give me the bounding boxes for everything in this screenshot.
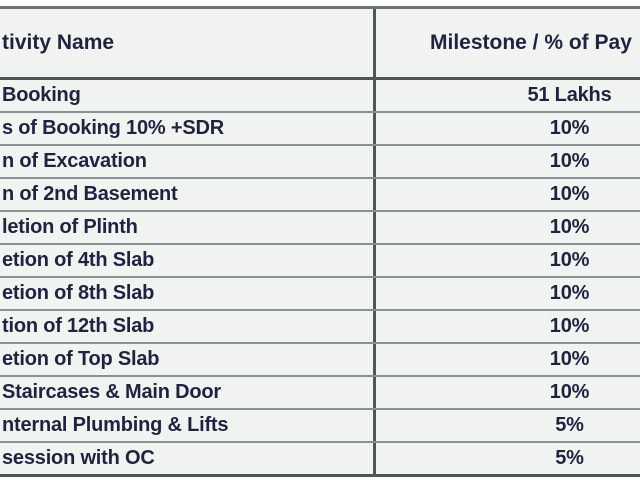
table-row: letion of Plinth 10% <box>0 212 640 245</box>
activity-cell: n of 2nd Basement <box>2 183 178 205</box>
activity-cell: n of Excavation <box>2 150 147 172</box>
activity-cell: nternal Plumbing & Lifts <box>2 414 229 436</box>
milestone-cell: 5% <box>373 443 640 474</box>
activity-cell: session with OC <box>2 447 155 469</box>
table-row: etion of 8th Slab 10% <box>0 278 640 311</box>
table-row: Booking 51 Lakhs <box>0 80 640 113</box>
milestone-cell: 10% <box>373 212 640 243</box>
activity-cell: etion of Top Slab <box>2 348 160 370</box>
activity-name-header: tivity Name <box>2 31 115 54</box>
activity-cell: tion of 12th Slab <box>2 315 155 337</box>
table-row: tion of 12th Slab 10% <box>0 311 640 344</box>
activity-cell: etion of 8th Slab <box>2 282 155 304</box>
table-row: nternal Plumbing & Lifts 5% <box>0 410 640 443</box>
milestone-cell: 10% <box>373 377 640 408</box>
table-row: n of Excavation 10% <box>0 146 640 179</box>
activity-cell: Staircases & Main Door <box>2 381 222 403</box>
milestone-cell: 10% <box>373 113 640 144</box>
table-row: session with OC 5% <box>0 443 640 474</box>
table-header-row: tivity Name Milestone / % of Pay <box>0 9 640 80</box>
milestone-cell: 10% <box>373 179 640 210</box>
activity-cell: Booking <box>2 84 81 106</box>
milestone-cell: 51 Lakhs <box>373 80 640 111</box>
milestone-cell: 10% <box>373 146 640 177</box>
milestone-cell: 10% <box>373 245 640 276</box>
table-row: etion of 4th Slab 10% <box>0 245 640 278</box>
table-row: etion of Top Slab 10% <box>0 344 640 377</box>
milestone-cell: 10% <box>373 311 640 342</box>
milestone-header: Milestone / % of Pay <box>373 9 640 77</box>
table-row: n of 2nd Basement 10% <box>0 179 640 212</box>
payment-schedule-table: tivity Name Milestone / % of Pay Booking… <box>0 6 640 477</box>
activity-cell: s of Booking 10% +SDR <box>2 117 224 139</box>
table-row: s of Booking 10% +SDR 10% <box>0 113 640 146</box>
milestone-cell: 5% <box>373 410 640 441</box>
table-row: Staircases & Main Door 10% <box>0 377 640 410</box>
milestone-cell: 10% <box>373 344 640 375</box>
activity-cell: etion of 4th Slab <box>2 249 155 271</box>
activity-cell: letion of Plinth <box>2 216 138 238</box>
milestone-cell: 10% <box>373 278 640 309</box>
